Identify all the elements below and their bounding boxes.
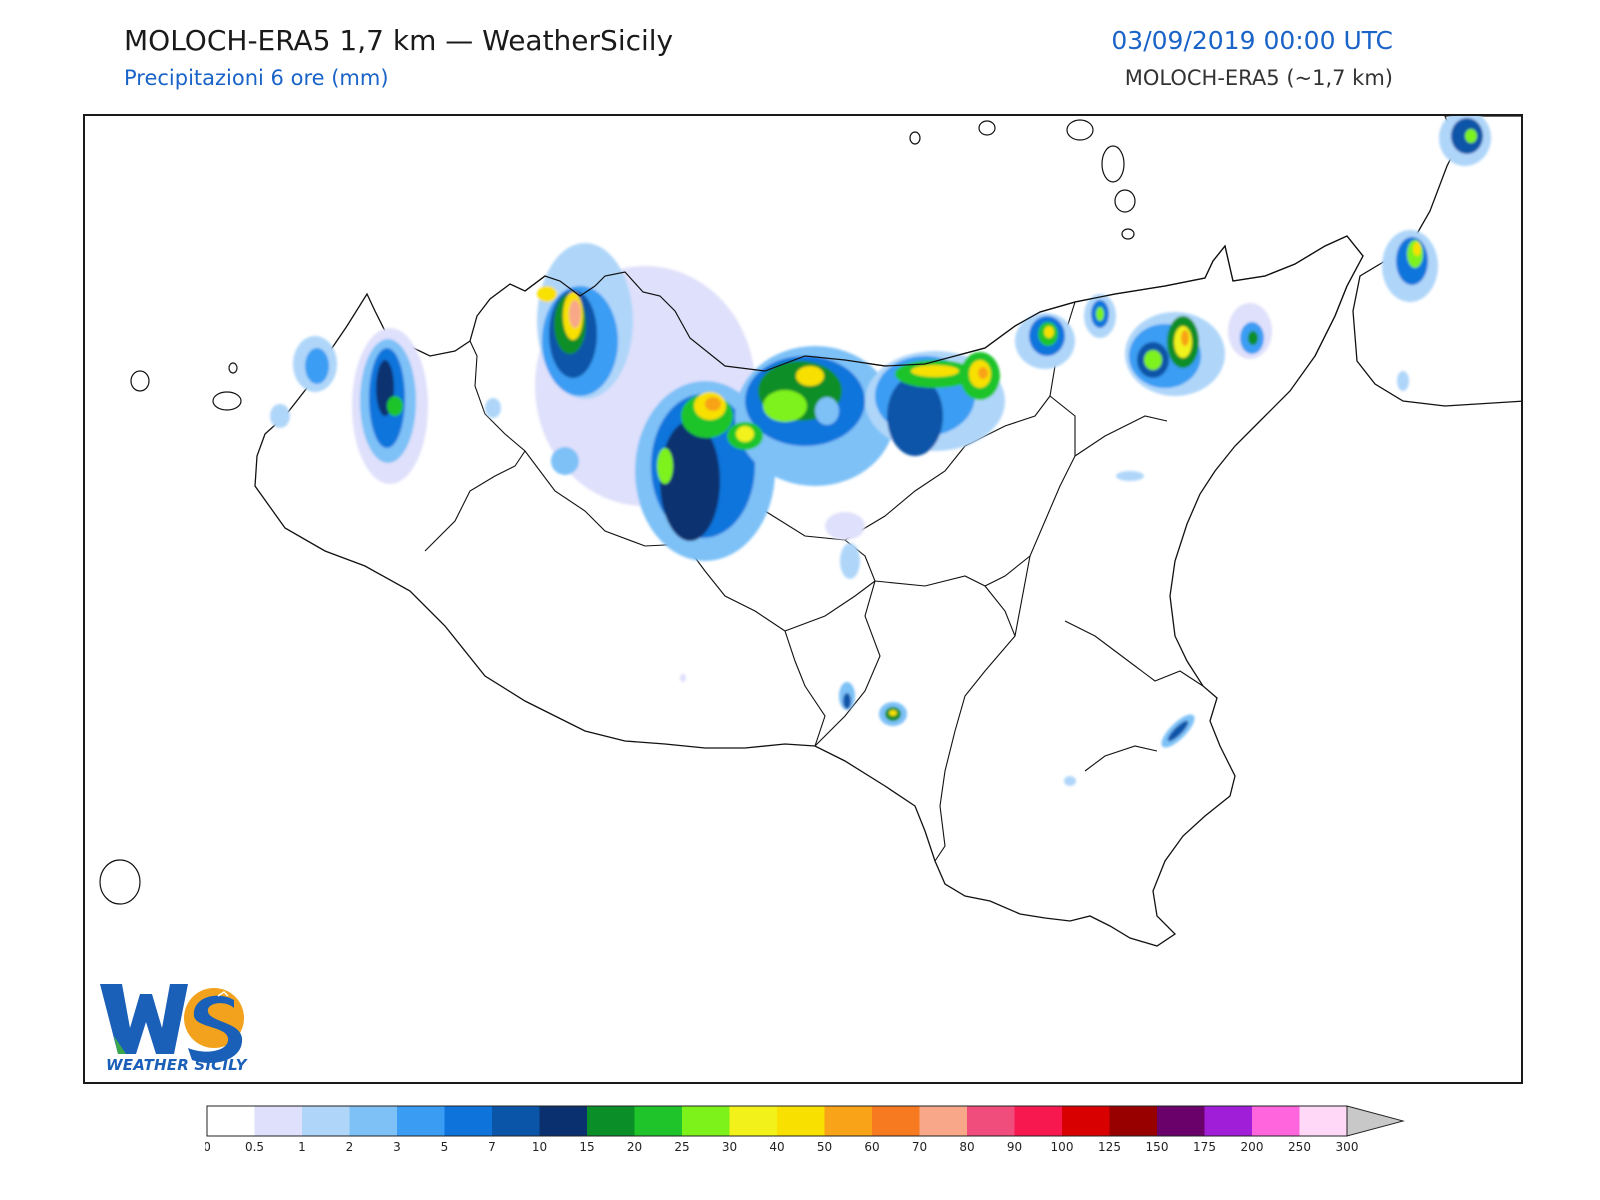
colorbar-swatch (302, 1106, 350, 1136)
colorbar-swatch (1252, 1106, 1300, 1136)
colorbar-swatch (777, 1106, 825, 1136)
colorbar-swatch (919, 1106, 967, 1136)
colorbar-frame (206, 1105, 1348, 1137)
colorbar-tick-label: 175 (1193, 1140, 1216, 1154)
colorbar-swatch (1204, 1106, 1252, 1136)
colorbar-swatch (967, 1106, 1015, 1136)
colorbar-tick-label: 3 (393, 1140, 401, 1154)
calabria-coastline (1352, 116, 1521, 407)
colorbar-tick-label: 50 (817, 1140, 832, 1154)
colorbar-tick-label: 300 (1336, 1140, 1359, 1154)
colorbar-tick-label: 150 (1146, 1140, 1169, 1154)
forecast-datetime: 03/09/2019 00:00 UTC (1111, 26, 1393, 55)
colorbar-tick-label: 200 (1241, 1140, 1264, 1154)
islands (99, 119, 1136, 905)
colorbar-tick-label: 10 (532, 1140, 547, 1154)
precipitation-colorbar: 0 0.5 1 2 3 5 7 10 15 20 25 30 40 50 60 70 80 90 100 125 150… (203, 1104, 1405, 1164)
colorbar-swatch (1157, 1106, 1205, 1136)
colorbar-swatch (1014, 1106, 1062, 1136)
colorbar-tick-label: 7 (488, 1140, 496, 1154)
north-coast-overlay (524, 235, 1364, 372)
colorbar-tick-label: 1 (298, 1140, 306, 1154)
map-title: MOLOCH-ERA5 1,7 km — WeatherSicily (124, 24, 674, 57)
colorbar-overflow-arrow (1346, 1105, 1405, 1137)
colorbar-swatch (634, 1106, 682, 1136)
colorbar-swatch (444, 1106, 492, 1136)
colorbar-swatch (254, 1106, 302, 1136)
colorbar-tick-label: 60 (864, 1140, 879, 1154)
colorbar-tick-label: 80 (959, 1140, 974, 1154)
model-label: MOLOCH-ERA5 (~1,7 km) (1124, 66, 1393, 90)
colorbar-tick-label: 25 (674, 1140, 689, 1154)
colorbar-tick-label: 0 (205, 1140, 211, 1154)
colorbar-swatch (397, 1106, 445, 1136)
precipitation-field (270, 116, 1491, 786)
colorbar-tick-label: 2 (346, 1140, 354, 1154)
colorbar-swatch (1299, 1106, 1347, 1136)
colorbar-tick-label: 90 (1007, 1140, 1022, 1154)
colorbar-swatch (1109, 1106, 1157, 1136)
colorbar-swatch (872, 1106, 920, 1136)
map-panel (83, 114, 1523, 1084)
colorbar-swatch (682, 1106, 730, 1136)
weathersicily-logo (100, 984, 244, 1064)
colorbar-tick-label: 70 (912, 1140, 927, 1154)
colorbar-swatch (587, 1106, 635, 1136)
map-subtitle: Precipitazioni 6 ore (mm) (124, 66, 389, 90)
colorbar-swatch (729, 1106, 777, 1136)
colorbar-tick-label: 5 (441, 1140, 449, 1154)
colorbar-tick-label: 250 (1288, 1140, 1311, 1154)
colorbar-tick-label: 40 (769, 1140, 784, 1154)
colorbar-swatch (1062, 1106, 1110, 1136)
logo-caption: WEATHER SICILY (106, 1056, 247, 1074)
colorbar-swatch (492, 1106, 540, 1136)
map-canvas (99, 116, 1521, 947)
colorbar-swatch (349, 1106, 397, 1136)
province-boundaries (424, 301, 1204, 862)
colorbar-swatch (207, 1106, 255, 1136)
colorbar-tick-label: 0.5 (245, 1140, 264, 1154)
colorbar-svg: 0 0.5 1 2 3 5 7 10 15 20 25 30 40 50 60 70 80 90 100 125 150… (203, 1105, 1405, 1154)
colorbar-tick-label: 125 (1098, 1140, 1121, 1154)
colorbar-swatch (824, 1106, 872, 1136)
colorbar-swatch (539, 1106, 587, 1136)
colorbar-tick-label: 100 (1051, 1140, 1074, 1154)
colorbar-tick-label: 30 (722, 1140, 737, 1154)
colorbar-tick-label: 20 (627, 1140, 642, 1154)
colorbar-tick-label: 15 (579, 1140, 594, 1154)
